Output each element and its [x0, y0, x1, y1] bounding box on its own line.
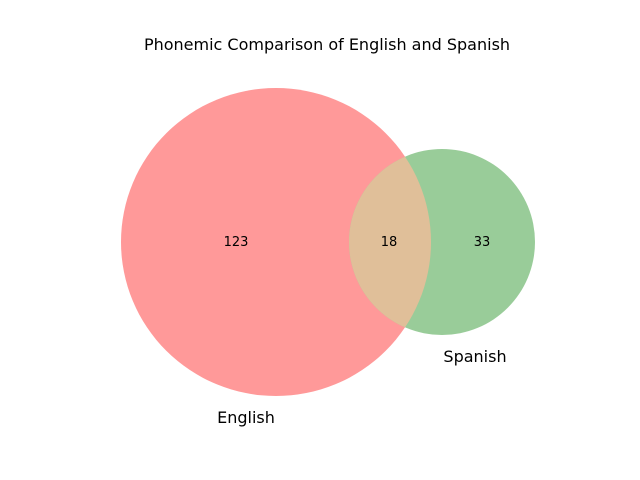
- english-set-label: English: [217, 408, 275, 427]
- english-only-count: 123: [224, 235, 249, 250]
- english-circle: [121, 88, 431, 396]
- overlap-count: 18: [381, 235, 398, 250]
- spanish-only-count: 33: [474, 235, 491, 250]
- spanish-set-label: Spanish: [443, 347, 506, 366]
- chart-title: Phonemic Comparison of English and Spani…: [144, 35, 510, 54]
